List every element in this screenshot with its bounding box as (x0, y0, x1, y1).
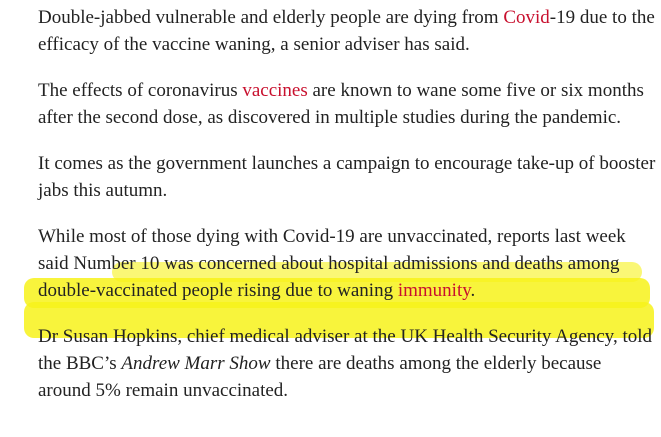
link[interactable]: Covid (503, 7, 550, 28)
text: there are deaths among the elderly becau… (38, 353, 602, 401)
paragraph: It comes as the government launches a ca… (38, 150, 656, 204)
link[interactable]: vaccines (242, 80, 308, 101)
text: -19 due to the efficacy of the vaccine w… (38, 7, 655, 55)
highlight (24, 302, 654, 338)
text: It comes as the government launches a ca… (38, 153, 656, 201)
paragraph: Dr Susan Hopkins, chief medical adviser … (38, 323, 656, 404)
text: The effects of coronavirus (38, 80, 243, 101)
paragraph: Double-jabbed vulnerable and elderly peo… (38, 4, 656, 58)
paragraph: The effects of coronavirus vaccines are … (38, 77, 656, 131)
article: Double-jabbed vulnerable and elderly peo… (38, 4, 656, 423)
text: While most of those dying with Covid-19 … (38, 226, 626, 301)
text: . (470, 280, 476, 301)
text: are known to wane some five or six month… (38, 80, 644, 128)
highlight (112, 262, 642, 282)
show-title: Andrew Marr Show (121, 353, 271, 374)
text: Double-jabbed vulnerable and elderly peo… (38, 7, 504, 28)
link[interactable]: immunity (397, 280, 471, 301)
text: Dr Susan Hopkins, chief medical adviser … (38, 326, 653, 374)
paragraph: While most of those dying with Covid-19 … (38, 223, 656, 304)
